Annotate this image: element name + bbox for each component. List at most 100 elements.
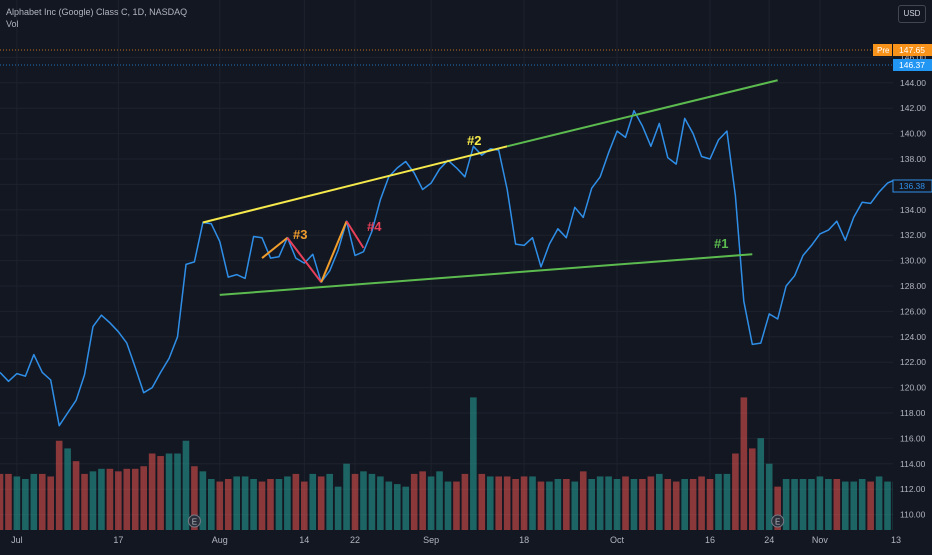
price-tick-label: 114.00: [900, 459, 926, 469]
trendline-upper[interactable]: [202, 145, 508, 224]
volume-bar: [123, 468, 131, 530]
time-axis-bg: [0, 531, 932, 550]
volume-bar: [841, 481, 849, 530]
volume-bar: [486, 476, 494, 530]
earnings-marker-icon[interactable]: [187, 514, 201, 528]
volume-bar: [782, 479, 790, 530]
volume-bar: [537, 481, 545, 530]
chart-legend: Alphabet Inc (Google) Class C, 1D, NASDA…: [6, 6, 187, 30]
symbol-title: Alphabet Inc (Google) Class C, 1D, NASDA…: [6, 7, 188, 17]
volume-bar: [208, 479, 215, 530]
price-tick-label: 112.00: [900, 484, 926, 494]
time-tick-label: 18: [519, 535, 529, 545]
volume-bar: [605, 476, 612, 530]
time-tick-label: Jul: [11, 535, 23, 545]
price-tick-label: 122.00: [900, 357, 926, 367]
price-tick-label: 138.00: [900, 154, 926, 164]
volume-bar: [131, 468, 139, 530]
volume-bar: [317, 476, 325, 530]
time-axis[interactable]: Jul 17 Aug 14 22 Sep 18 Oct 16 24 Nov 13: [0, 531, 932, 550]
volume-bar: [461, 473, 469, 530]
price-axis[interactable]: 110.00 112.00 114.00 116.00 118.00 120.00 122.…: [893, 0, 932, 550]
volume-bar: [368, 473, 376, 530]
volume-bar: [326, 473, 333, 530]
volume-bar: [715, 473, 722, 530]
volume-bar: [309, 473, 317, 530]
highlight-4-up[interactable]: [320, 220, 348, 283]
volume-bar: [571, 481, 579, 530]
volume-bar: [554, 479, 562, 530]
volume-bar: [816, 476, 824, 530]
time-tick-label: Oct: [610, 535, 625, 545]
last-price-bg: [893, 59, 932, 71]
currency-button[interactable]: USD: [898, 5, 926, 23]
volume-bar: [672, 481, 680, 530]
volume-bar: [613, 479, 621, 530]
volume-bar: [81, 473, 88, 530]
time-tick-label: Aug: [212, 535, 228, 545]
time-tick-label: 22: [350, 535, 360, 545]
annotation-label-4: #4: [367, 219, 382, 234]
price-tick-label: 126.00: [900, 306, 926, 316]
volume-bar: [165, 453, 173, 530]
volume-bar: [436, 471, 443, 530]
volume-bar: [470, 397, 477, 530]
volume-bar: [89, 471, 97, 530]
time-tick-label: 13: [891, 535, 901, 545]
pre-tag-bg: [873, 44, 892, 56]
volume-bar: [689, 479, 697, 530]
volume-bar: [98, 468, 105, 530]
volume-bar: [0, 473, 4, 530]
annotation-label-1: #1: [714, 236, 728, 251]
volume-bar: [808, 479, 815, 530]
time-tick-label: 16: [705, 535, 715, 545]
volume-bar: [529, 476, 536, 530]
volume-bar: [639, 479, 646, 530]
volume-bar: [301, 481, 308, 530]
price-tick-label: 120.00: [900, 383, 926, 393]
volume-bar: [38, 473, 46, 530]
volume-bar: [453, 481, 460, 530]
volume-bar: [825, 479, 832, 530]
annotation-labels: #1 #2 #3 #4: [293, 133, 728, 251]
volume-bar: [47, 476, 55, 530]
volume-bar: [377, 476, 384, 530]
highlight-paths[interactable]: [261, 220, 365, 283]
volume-bar: [250, 479, 257, 530]
volume-bar: [258, 481, 266, 530]
price-tick-label: 116.00: [900, 433, 926, 443]
volume-bar: [791, 479, 798, 530]
trendline-upper_ext[interactable]: [506, 79, 778, 148]
volume-bar: [681, 479, 688, 530]
volume-bar: [495, 476, 503, 530]
volume-bar: [292, 473, 300, 530]
volume-bar: [106, 468, 114, 530]
earnings-marker-icon[interactable]: [771, 514, 785, 528]
volume-bar: [13, 476, 21, 530]
volume-bar: [546, 481, 553, 530]
trendline-lower[interactable]: [219, 253, 753, 296]
volume-bar: [5, 473, 12, 530]
volume-bar: [233, 476, 240, 530]
volume-bar: [656, 473, 663, 530]
volume-bar: [191, 466, 198, 530]
price-axis-bg: [893, 0, 932, 550]
volume-bar: [444, 481, 452, 530]
trendlines[interactable]: [202, 79, 778, 296]
volume-bar: [884, 481, 891, 530]
highlight-3-up[interactable]: [261, 236, 289, 259]
volume-indicator-label[interactable]: Vol: [6, 19, 19, 29]
earnings-marker-glyph: E: [192, 518, 197, 527]
volume-bar: [579, 471, 587, 530]
price-tick-label: 140.00: [900, 129, 926, 139]
volume-bar: [115, 471, 122, 530]
highlight-3-down[interactable]: [286, 237, 323, 283]
grid: [0, 0, 897, 530]
volume-bar: [360, 471, 367, 530]
last-price-tag: 146.37: [899, 60, 925, 70]
price-tags: Pre 147.65 146.37 136.38: [873, 44, 932, 193]
highlight-4-down[interactable]: [345, 220, 365, 249]
